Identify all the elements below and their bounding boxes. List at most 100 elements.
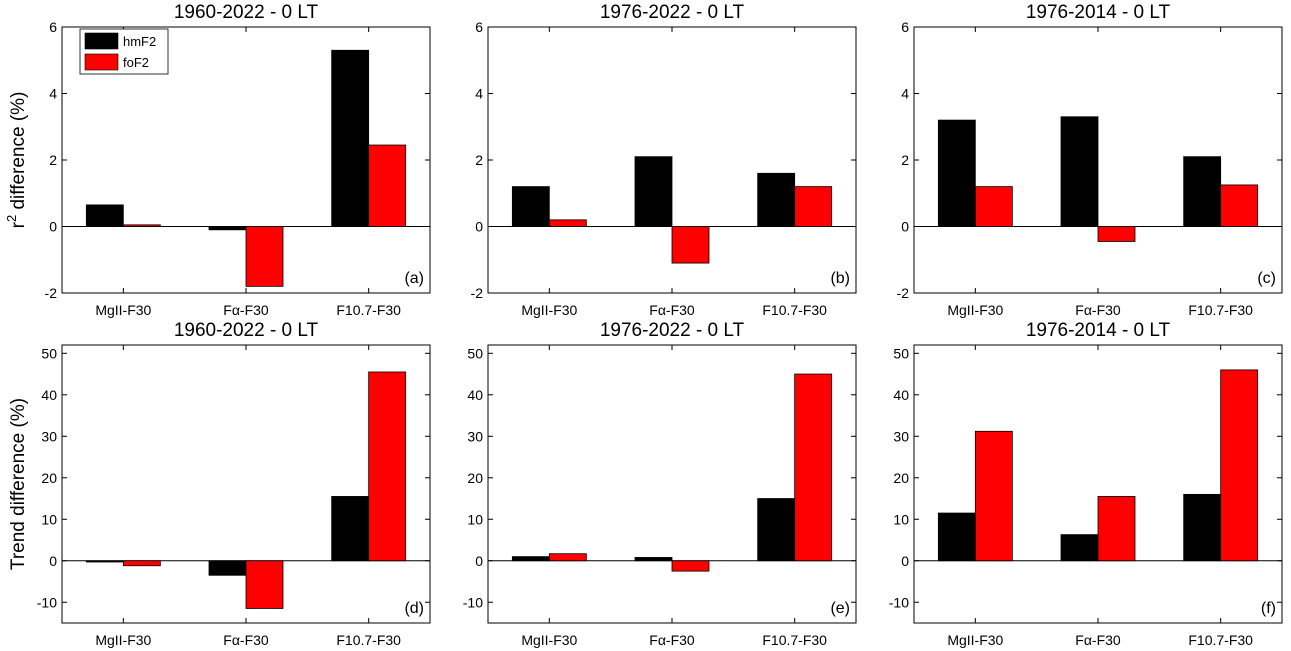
y-tick-label: -2 bbox=[45, 285, 58, 301]
panel-title: 1960-2022 - 0 LT bbox=[174, 2, 319, 23]
bar-fof2 bbox=[245, 560, 284, 609]
bar-fof2 bbox=[794, 373, 833, 562]
bar-fof2 bbox=[122, 224, 161, 227]
bar-fof2 bbox=[122, 560, 161, 567]
bar-hmf2 bbox=[757, 498, 796, 562]
y-tick-label: 50 bbox=[893, 345, 909, 361]
y-axis-label-trend: Trend difference (%) bbox=[8, 398, 29, 570]
bar-hmf2 bbox=[1060, 116, 1099, 227]
bar-fof2 bbox=[245, 226, 284, 287]
y-tick-label: 30 bbox=[41, 428, 57, 444]
category-label: Fα-F30 bbox=[1075, 302, 1121, 318]
panel-f: 1976-2014 - 0 LT MgII-F30 Fα-F30 F10.7-F30 -… bbox=[889, 320, 1283, 648]
y-tick-label: 2 bbox=[49, 152, 57, 168]
category-label: F10.7-F30 bbox=[336, 302, 401, 318]
bar-hmf2 bbox=[511, 556, 550, 562]
bar-fof2 bbox=[548, 553, 587, 562]
y-tick-label: 0 bbox=[475, 553, 483, 569]
legend-label-fof2: foF2 bbox=[123, 55, 149, 70]
bar-fof2 bbox=[1220, 184, 1259, 227]
panel-title: 1976-2022 - 0 LT bbox=[600, 2, 745, 23]
y-tick-label: 0 bbox=[49, 553, 57, 569]
category-label: Fα-F30 bbox=[223, 632, 269, 648]
bar-hmf2 bbox=[331, 496, 370, 562]
y-tick-label: -10 bbox=[463, 594, 483, 610]
panel-title: 1976-2014 - 0 LT bbox=[1026, 320, 1171, 341]
panel-d: 1960-2022 - 0 LT MgII-F30 Fα-F30 F10.7-F30 -… bbox=[37, 320, 431, 648]
bar-hmf2 bbox=[634, 557, 673, 562]
y-tick-label: 4 bbox=[49, 86, 57, 102]
panel-label: (b) bbox=[830, 270, 850, 287]
y-tick-label: 6 bbox=[475, 19, 483, 35]
legend-label-hmf2: hmF2 bbox=[123, 34, 156, 49]
category-label: F10.7-F30 bbox=[336, 632, 401, 648]
bar-hmf2 bbox=[1060, 534, 1099, 562]
y-tick-label: -2 bbox=[471, 285, 484, 301]
bar-hmf2 bbox=[1183, 156, 1222, 227]
bar-fof2 bbox=[794, 186, 833, 227]
y-tick-label: 20 bbox=[41, 470, 57, 486]
bar-hmf2 bbox=[937, 512, 976, 562]
y-tick-label: 30 bbox=[893, 428, 909, 444]
category-label: Fα-F30 bbox=[1075, 632, 1121, 648]
y-tick-label: 10 bbox=[41, 511, 57, 527]
y-tick-label: 2 bbox=[901, 152, 909, 168]
y-tick-label: -2 bbox=[897, 285, 910, 301]
bar-hmf2 bbox=[511, 186, 550, 227]
y-tick-label: 10 bbox=[893, 511, 909, 527]
y-tick-label: 50 bbox=[467, 345, 483, 361]
panel-e: 1976-2022 - 0 LT MgII-F30 Fα-F30 F10.7-F30 -… bbox=[463, 320, 857, 648]
bar-hmf2 bbox=[1183, 493, 1222, 562]
bar-hmf2 bbox=[634, 156, 673, 227]
y-tick-label: 20 bbox=[893, 470, 909, 486]
bar-hmf2 bbox=[85, 560, 124, 563]
category-label: F10.7-F30 bbox=[762, 632, 827, 648]
y-tick-label: 6 bbox=[901, 19, 909, 35]
bar-fof2 bbox=[368, 371, 407, 562]
category-label: MgII-F30 bbox=[947, 632, 1003, 648]
legend-swatch-fof2 bbox=[84, 53, 119, 71]
category-label: Fα-F30 bbox=[649, 632, 695, 648]
category-label: MgII-F30 bbox=[95, 302, 151, 318]
y-tick-label: 0 bbox=[475, 219, 483, 235]
y-tick-label: 10 bbox=[467, 511, 483, 527]
category-label: F10.7-F30 bbox=[1188, 632, 1253, 648]
y-tick-label: 6 bbox=[49, 19, 57, 35]
legend: hmF2 foF2 bbox=[79, 28, 169, 75]
bar-fof2 bbox=[671, 560, 710, 572]
bar-fof2 bbox=[974, 186, 1013, 227]
panel-title: 1960-2022 - 0 LT bbox=[174, 320, 319, 341]
panel-label: (a) bbox=[404, 270, 424, 287]
y-tick-label: 40 bbox=[893, 387, 909, 403]
bar-fof2 bbox=[548, 219, 587, 227]
y-tick-label: 40 bbox=[467, 387, 483, 403]
bar-fof2 bbox=[974, 430, 1013, 562]
legend-swatch-hmf2 bbox=[84, 32, 119, 50]
y-tick-label: 0 bbox=[901, 553, 909, 569]
bar-hmf2 bbox=[85, 204, 124, 227]
bar-hmf2 bbox=[208, 226, 247, 231]
category-label: Fα-F30 bbox=[649, 302, 695, 318]
bar-fof2 bbox=[368, 144, 407, 227]
bar-hmf2 bbox=[937, 119, 976, 227]
y-tick-label: 2 bbox=[475, 152, 483, 168]
panel-b: 1976-2022 - 0 LT MgII-F30 Fα-F30 F10.7-F30 -… bbox=[471, 2, 857, 318]
y-tick-label: 4 bbox=[475, 86, 483, 102]
bar-hmf2 bbox=[208, 560, 247, 576]
category-label: Fα-F30 bbox=[223, 302, 269, 318]
y-tick-label: 4 bbox=[901, 86, 909, 102]
panel-c: 1976-2014 - 0 LT MgII-F30 Fα-F30 F10.7-F30 -… bbox=[897, 2, 1283, 318]
panel-a: 1960-2022 - 0 LT MgII-F30 Fα-F30 F10.7-F30 -… bbox=[45, 2, 431, 318]
panel-label: (d) bbox=[404, 600, 424, 617]
bar-fof2 bbox=[1220, 369, 1259, 562]
panel-label: (f) bbox=[1261, 600, 1276, 617]
y-tick-label: -10 bbox=[889, 594, 909, 610]
y-tick-label: -10 bbox=[37, 594, 57, 610]
bar-hmf2 bbox=[757, 172, 796, 227]
y-tick-label: 50 bbox=[41, 345, 57, 361]
panel-title: 1976-2022 - 0 LT bbox=[600, 320, 745, 341]
y-axis-label-r2: r2 difference (%) bbox=[4, 92, 29, 229]
category-label: F10.7-F30 bbox=[762, 302, 827, 318]
bar-fof2 bbox=[1097, 496, 1136, 562]
